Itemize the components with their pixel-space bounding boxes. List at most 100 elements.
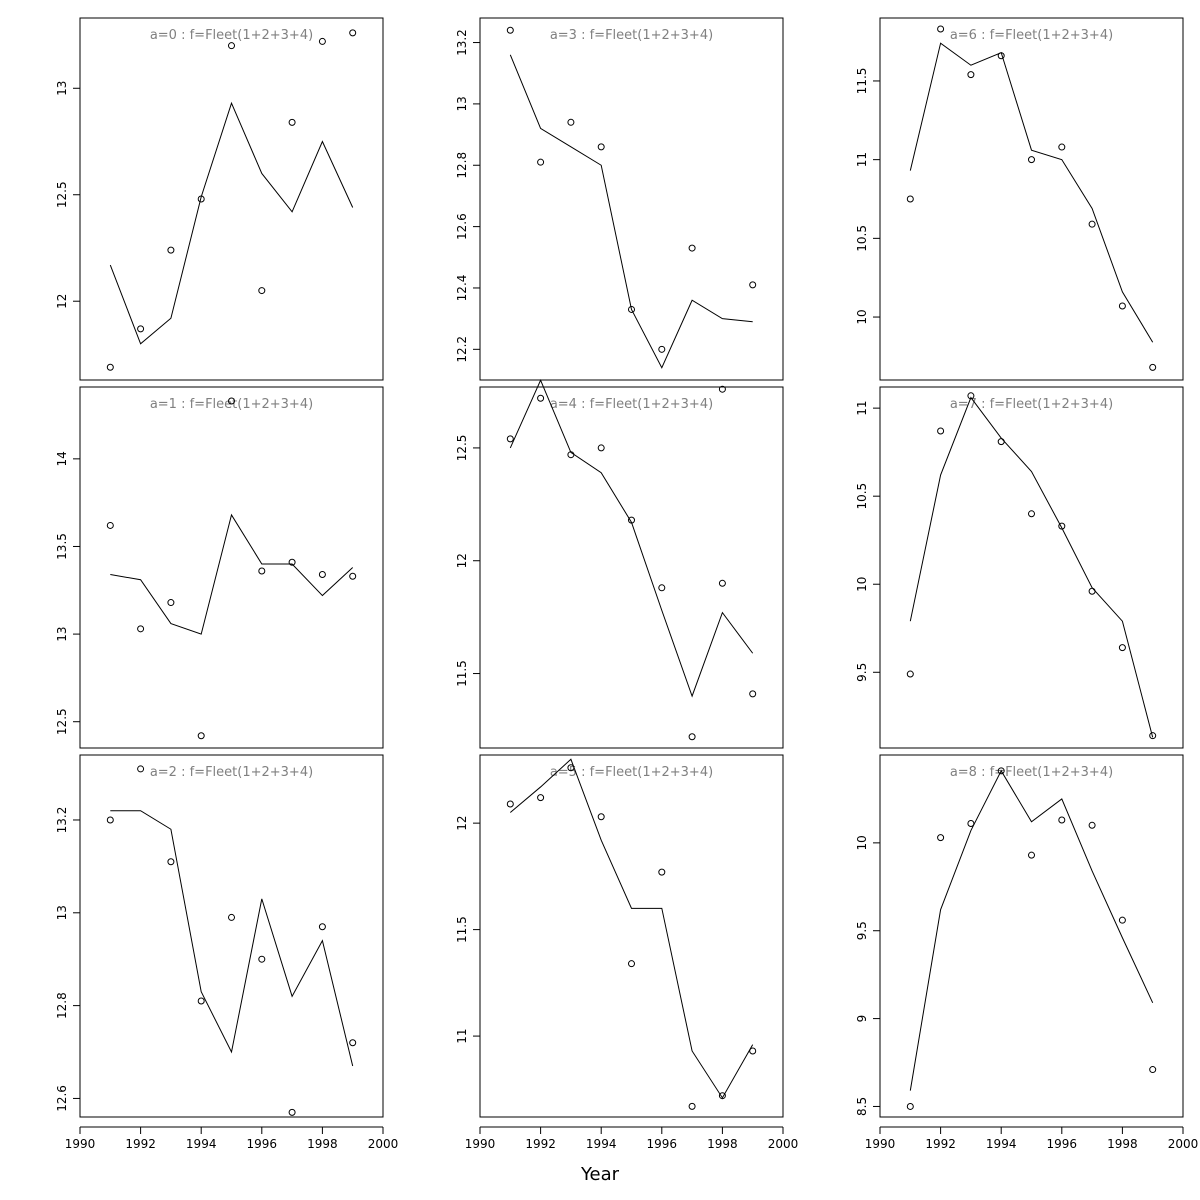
observed-point: [349, 29, 357, 37]
x-tick-label: 2000: [368, 1137, 399, 1151]
y-tick-label: 12.2: [455, 336, 469, 363]
panel-title: a=4 : f=Fleet(1+2+3+4): [550, 397, 713, 412]
panel-8: a=8 : f=Fleet(1+2+3+4) 8.5 9 9.5 10 1990 1992 1…: [855, 754, 1199, 1151]
observed-point: [1088, 821, 1096, 829]
panel-frame: [879, 754, 1184, 1118]
x-tick-label: 1994: [986, 1137, 1017, 1151]
panel-frame: [79, 17, 384, 381]
observed-point: [1028, 510, 1035, 518]
x-tick-label: 1994: [186, 1137, 217, 1151]
observed-point: [506, 435, 514, 443]
panel-title: a=0 : f=Fleet(1+2+3+4): [150, 28, 313, 43]
observed-point: [106, 363, 114, 371]
y-tick-label: 12.6: [55, 1085, 69, 1112]
y-tick-label: 12.5: [455, 435, 469, 462]
observed-point: [537, 394, 545, 402]
observed-point: [506, 800, 514, 808]
observed-point: [997, 767, 1005, 775]
panel-frame: [479, 17, 784, 381]
observed-point: [658, 868, 666, 876]
observed-point: [749, 1047, 757, 1055]
observed-point: [137, 325, 145, 333]
panel-6: a=2 : f=Fleet(1+2+3+4) 12.6 12.8 13 13.2 1990…: [55, 754, 399, 1151]
observed-point: [688, 244, 696, 252]
y-tick-label: 12: [55, 294, 69, 309]
y-tick-label: 11: [855, 400, 869, 415]
observed-point: [318, 37, 326, 45]
y-tick-label: 12.5: [55, 708, 69, 735]
observed-point: [106, 521, 114, 529]
observed-point: [228, 913, 235, 921]
observed-point: [688, 1102, 696, 1110]
x-tick-label: 1992: [525, 1137, 556, 1151]
y-tick-label: 10: [855, 309, 869, 324]
observed-point: [1058, 522, 1066, 530]
observed-point: [749, 690, 757, 698]
fitted-line: [909, 769, 1154, 1091]
panel-title: a=2 : f=Fleet(1+2+3+4): [150, 765, 313, 780]
y-tick-label: 13: [455, 96, 469, 111]
observed-point: [349, 1039, 357, 1047]
x-tick-label: 1994: [586, 1137, 617, 1151]
panel-frame: [479, 754, 784, 1118]
y-tick-label: 12.8: [55, 992, 69, 1019]
observed-point: [937, 834, 945, 842]
observed-point: [506, 26, 514, 34]
observed-point: [1149, 732, 1157, 740]
x-tick-label: 1996: [247, 1137, 278, 1151]
observed-point: [288, 1108, 296, 1116]
observed-point: [349, 572, 357, 580]
observed-point: [167, 599, 175, 607]
y-tick-label: 8.5: [855, 1097, 869, 1116]
observed-point: [628, 960, 635, 968]
observed-point: [197, 732, 205, 740]
y-tick-label: 11: [455, 1028, 469, 1043]
y-tick-label: 11: [855, 152, 869, 167]
x-tick-label: 1992: [925, 1137, 956, 1151]
y-tick-label: 10: [855, 577, 869, 592]
observed-point: [597, 444, 605, 452]
x-tick-label: 1990: [465, 1137, 496, 1151]
observed-point: [537, 158, 545, 166]
fitted-line: [110, 513, 354, 635]
observed-point: [137, 625, 145, 633]
x-tick-label: 1996: [1047, 1137, 1078, 1151]
panel-5: a=7 : f=Fleet(1+2+3+4) 9.5 10 10.5 11: [855, 386, 1184, 749]
x-tick-label: 2000: [1168, 1137, 1199, 1151]
observed-point: [658, 345, 666, 353]
observed-point: [658, 584, 666, 592]
observed-point: [1149, 1066, 1157, 1074]
observed-point: [228, 42, 235, 50]
x-tick-label: 1998: [307, 1137, 338, 1151]
observed-point: [1088, 220, 1096, 228]
observed-point: [967, 820, 975, 828]
y-tick-label: 13.5: [55, 533, 69, 560]
observed-point: [167, 858, 175, 866]
panel-title: a=8 : f=Fleet(1+2+3+4): [950, 765, 1113, 780]
y-tick-label: 11.5: [455, 660, 469, 687]
panel-0: a=0 : f=Fleet(1+2+3+4) 12 12.5 13: [55, 17, 384, 381]
observed-point: [258, 287, 266, 295]
x-tick-label: 1998: [707, 1137, 738, 1151]
fitted-line: [909, 396, 1154, 738]
panel-1: a=3 : f=Fleet(1+2+3+4) 12.2 12.4 12.6 12.8 13…: [455, 17, 784, 393]
observed-point: [1058, 143, 1066, 151]
y-tick-label: 11.5: [855, 68, 869, 95]
x-tick-label: 1996: [647, 1137, 678, 1151]
x-tick-label: 1990: [65, 1137, 96, 1151]
fitted-line: [109, 101, 354, 345]
x-tick-label: 2000: [768, 1137, 799, 1151]
observed-point: [937, 25, 945, 33]
observed-point: [567, 118, 575, 126]
y-tick-label: 14: [55, 451, 69, 466]
observed-point: [228, 397, 235, 405]
observed-point: [318, 923, 326, 931]
observed-point: [1118, 644, 1126, 652]
observed-point: [718, 385, 726, 393]
observed-point: [258, 955, 266, 963]
panel-title: a=6 : f=Fleet(1+2+3+4): [950, 28, 1113, 43]
observed-point: [258, 567, 266, 575]
y-tick-label: 10: [855, 835, 869, 850]
